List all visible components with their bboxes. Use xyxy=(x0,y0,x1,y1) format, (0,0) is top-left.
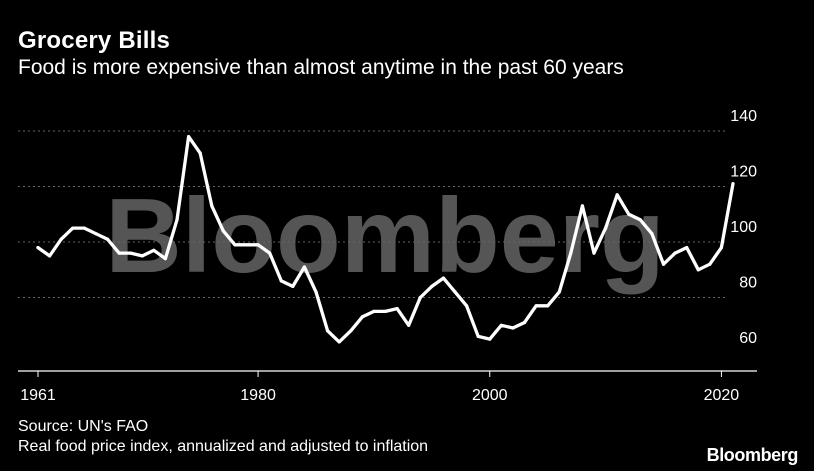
data-point-2010 xyxy=(604,226,608,230)
data-point-1983 xyxy=(291,284,295,288)
data-point-1980 xyxy=(256,243,260,247)
series-points xyxy=(36,135,735,344)
data-point-2006 xyxy=(557,290,561,294)
data-point-2004 xyxy=(534,304,538,308)
data-point-1984 xyxy=(302,265,306,269)
data-point-1988 xyxy=(349,329,353,333)
data-point-1992 xyxy=(395,307,399,311)
data-point-2015 xyxy=(661,262,666,266)
data-point-2005 xyxy=(546,304,550,308)
y-tick-label-100: 100 xyxy=(730,219,757,236)
data-point-2012 xyxy=(627,212,631,216)
gridlines xyxy=(18,130,727,298)
y-axis-ticks: 60 80 100 120 140 xyxy=(730,108,757,347)
data-point-1973 xyxy=(175,218,179,222)
data-point-1974 xyxy=(187,135,191,139)
data-point-2009 xyxy=(592,251,596,255)
data-point-2018 xyxy=(696,268,700,272)
data-point-2001 xyxy=(499,323,503,327)
data-point-1961 xyxy=(36,246,40,250)
x-tick-label-1980: 1980 xyxy=(240,387,276,404)
data-point-1970 xyxy=(140,254,144,258)
data-point-1963 xyxy=(59,237,63,241)
data-point-1996 xyxy=(441,276,445,280)
x-tick-label-2020: 2020 xyxy=(704,387,740,404)
x-tick-label-1961: 1961 xyxy=(20,387,56,404)
data-point-2008 xyxy=(580,204,585,208)
y-tick-label-60: 60 xyxy=(739,330,757,347)
data-point-2021 xyxy=(731,182,735,186)
data-point-1975 xyxy=(198,151,202,155)
data-point-1993 xyxy=(407,323,411,327)
data-point-2020 xyxy=(719,246,724,250)
data-point-1972 xyxy=(163,257,167,261)
data-point-1965 xyxy=(82,226,86,230)
data-point-1986 xyxy=(326,329,330,333)
data-point-1985 xyxy=(314,290,318,294)
data-point-1997 xyxy=(453,290,457,294)
data-point-2019 xyxy=(708,262,712,266)
data-point-1994 xyxy=(418,295,422,300)
data-point-1987 xyxy=(337,340,341,344)
data-point-1971 xyxy=(152,248,156,252)
data-point-1977 xyxy=(221,229,225,233)
data-point-1969 xyxy=(129,251,133,255)
data-point-2014 xyxy=(650,232,654,236)
data-point-1962 xyxy=(48,254,52,258)
chart-subtitle: Food is more expensive than almost anyti… xyxy=(18,56,624,79)
data-point-1964 xyxy=(71,226,75,230)
data-point-2017 xyxy=(685,246,689,250)
data-point-2016 xyxy=(673,251,677,255)
data-point-1979 xyxy=(244,243,249,247)
data-point-2003 xyxy=(522,320,527,325)
chart-title: Grocery Bills xyxy=(18,27,171,54)
y-tick-label-120: 120 xyxy=(730,164,757,181)
data-point-1989 xyxy=(360,315,364,319)
data-point-1966 xyxy=(94,232,98,236)
y-tick-label-140: 140 xyxy=(730,108,757,125)
x-axis-ticks: 1961 1980 2000 2020 xyxy=(20,371,739,404)
bloomberg-logo: Bloomberg xyxy=(706,445,799,465)
data-point-1995 xyxy=(430,284,434,288)
data-point-2011 xyxy=(615,193,619,197)
source-note: Source: UN's FAO xyxy=(18,418,149,435)
y-tick-label-80: 80 xyxy=(739,275,757,292)
data-point-1976 xyxy=(210,204,214,208)
x-tick-label-2000: 2000 xyxy=(472,387,508,404)
data-point-1991 xyxy=(383,309,388,313)
data-point-1999 xyxy=(476,334,480,338)
data-point-1978 xyxy=(233,243,237,247)
data-point-1981 xyxy=(268,251,272,255)
data-point-2002 xyxy=(511,326,515,330)
footnote: Real food price index, annualized and ad… xyxy=(18,438,429,455)
data-point-1990 xyxy=(372,309,376,313)
data-point-2013 xyxy=(638,218,642,222)
data-point-2007 xyxy=(569,251,573,255)
data-point-2000 xyxy=(488,337,492,341)
data-point-1998 xyxy=(465,304,469,308)
data-point-1967 xyxy=(105,237,110,241)
bloomberg-watermark: Bloomberg xyxy=(105,177,664,295)
data-point-1968 xyxy=(117,251,121,255)
data-point-1982 xyxy=(279,279,283,283)
